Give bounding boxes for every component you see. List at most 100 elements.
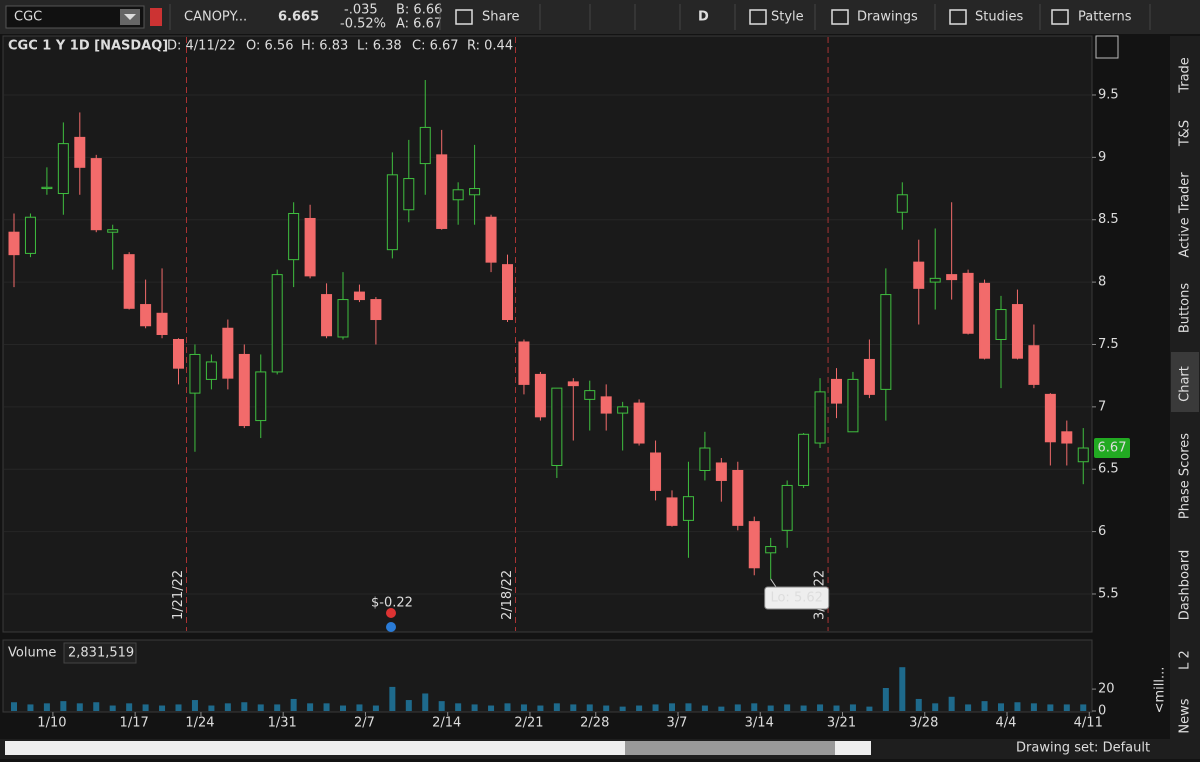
toolbar-button[interactable]: Patterns xyxy=(1078,10,1132,25)
candle-body xyxy=(650,452,662,491)
candle-body xyxy=(452,189,464,201)
x-tick-label: 2/28 xyxy=(580,716,609,731)
candle-body xyxy=(946,274,958,281)
volume-bar xyxy=(520,704,527,711)
candle-body xyxy=(41,186,53,190)
volume-bar xyxy=(488,705,495,711)
candle-body xyxy=(699,447,711,471)
volume-bar xyxy=(669,703,675,711)
candle-body xyxy=(370,299,382,321)
y-tick-label: 9 xyxy=(1098,150,1106,165)
toolbar-icon xyxy=(749,9,767,25)
volume-bar xyxy=(948,696,955,711)
candle-body xyxy=(288,212,300,261)
volume-bar xyxy=(60,701,67,711)
volume-y-tick-label: 0 xyxy=(1098,704,1106,719)
scroll-thumb[interactable] xyxy=(625,741,835,755)
header-field: C: 6.67 xyxy=(412,39,459,54)
volume-bar xyxy=(685,703,692,711)
drawing-set[interactable]: Drawing set: Default xyxy=(1016,741,1150,756)
volume-value-box xyxy=(63,642,137,664)
candle-body xyxy=(436,154,448,229)
lo-label: Lo: 5.62 xyxy=(770,591,822,606)
volume-bar xyxy=(636,705,643,711)
candle-body xyxy=(502,264,513,321)
candle-body xyxy=(90,158,102,231)
volume-bar xyxy=(241,702,248,711)
candle-body xyxy=(74,136,86,168)
candle-body xyxy=(1044,393,1056,443)
candle-body xyxy=(962,272,974,334)
volume-bar xyxy=(619,706,626,711)
volume-bar xyxy=(882,688,889,711)
toolbar-icon xyxy=(455,9,473,25)
candle-body xyxy=(863,358,875,395)
candle-body xyxy=(682,496,694,521)
volume-bar xyxy=(27,704,34,711)
toolbar-button[interactable]: Share xyxy=(482,10,520,25)
side-tab-label[interactable]: Buttons xyxy=(1178,283,1193,334)
header-field: O: 6.56 xyxy=(246,39,293,54)
side-tab-label[interactable]: Phase Scores xyxy=(1178,433,1193,519)
event-icon[interactable] xyxy=(386,608,396,618)
candle-body xyxy=(205,361,217,380)
side-tab-label[interactable]: Chart xyxy=(1178,366,1193,402)
side-tab-label[interactable]: L 2 xyxy=(1178,650,1193,670)
volume-bar xyxy=(1030,703,1037,711)
candle-body xyxy=(156,312,168,335)
candle-body xyxy=(666,497,678,526)
volume-bar xyxy=(965,704,972,711)
volume-bar xyxy=(537,705,544,711)
candle-body xyxy=(353,291,365,301)
candle-body xyxy=(1077,447,1089,463)
side-tab[interactable] xyxy=(1171,352,1199,412)
volume-bar xyxy=(784,704,791,711)
toolbar-button[interactable]: Style xyxy=(771,10,804,25)
x-tick-label: 4/4 xyxy=(996,716,1017,731)
toolbar-button[interactable]: D xyxy=(698,10,709,25)
volume-bar xyxy=(323,703,330,711)
volume-bar xyxy=(701,705,708,711)
toolbar-button[interactable]: Studies xyxy=(975,10,1023,25)
candle-body xyxy=(715,462,727,481)
volume-bar xyxy=(208,705,215,711)
volume-bar xyxy=(274,704,281,711)
volume-bar xyxy=(76,703,83,711)
volume-bar xyxy=(290,698,297,711)
volume-bar xyxy=(126,703,133,711)
x-tick-label: 2/14 xyxy=(432,716,461,731)
expiration-label: 1/21/22 xyxy=(171,570,186,620)
side-tab-label[interactable]: News xyxy=(1178,698,1193,733)
toolbar-button[interactable]: Drawings xyxy=(857,10,918,25)
y-tick-label: 8 xyxy=(1098,275,1106,290)
candle-body xyxy=(1061,431,1073,444)
header-field: R: 0.44 xyxy=(467,39,513,54)
volume-bar xyxy=(981,701,988,711)
symbol[interactable]: CGC xyxy=(14,10,42,25)
volume-bar xyxy=(817,704,824,711)
volume-pane xyxy=(2,639,1093,713)
event-icon[interactable] xyxy=(386,622,396,632)
side-tab-label[interactable]: Active Trader xyxy=(1178,172,1193,258)
candle-body xyxy=(271,274,283,373)
side-tab-label[interactable]: Trade xyxy=(1178,57,1193,94)
symbol-box[interactable] xyxy=(5,5,145,29)
candle-body xyxy=(1028,345,1040,385)
candle-body xyxy=(140,304,152,327)
volume-value: 2,831,519 xyxy=(68,646,134,661)
volume-bar xyxy=(405,700,412,711)
side-tab-label[interactable]: Dashboard xyxy=(1178,550,1193,621)
header-field: H: 6.83 xyxy=(301,39,348,54)
toolbar-icon xyxy=(831,9,849,25)
volume-bar xyxy=(603,705,610,711)
candle-body xyxy=(337,299,349,338)
volume-bar xyxy=(1063,704,1070,711)
style-icon[interactable] xyxy=(1095,35,1119,59)
volume-bar xyxy=(438,701,445,711)
candle-body xyxy=(617,406,629,414)
volume-bar xyxy=(1080,704,1087,711)
y-tick-label: 8.5 xyxy=(1098,212,1119,227)
volume-bar xyxy=(471,704,478,711)
candle-body xyxy=(534,373,546,418)
side-tab-label[interactable]: T&S xyxy=(1178,120,1193,147)
